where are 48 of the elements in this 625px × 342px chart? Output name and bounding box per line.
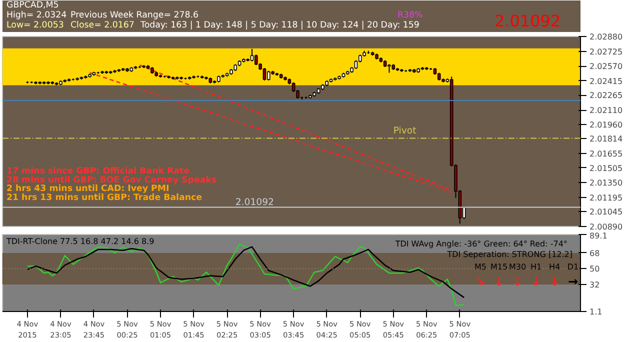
y-tick-label: 2.02415 bbox=[590, 76, 623, 86]
text: 2.01092 bbox=[494, 12, 561, 30]
y-tick-label: 2.02725 bbox=[590, 47, 623, 56]
y-tick-label: 2.01505 bbox=[590, 164, 623, 173]
annotation: TDI Seperation: STRONG [12.2] bbox=[446, 250, 573, 260]
annotation: 17 mins since GBP: Official Bank Rate bbox=[6, 166, 190, 177]
annotation: → bbox=[568, 274, 578, 288]
annotation: H1 bbox=[530, 262, 542, 272]
y-tick-label: 2.01814 bbox=[590, 134, 623, 144]
chart-title: TDI-RT-Clone 77.5 16.8 47.2 14.6 8.9 bbox=[6, 236, 154, 246]
y-tick-label: 2.01350 bbox=[590, 178, 623, 188]
y-tick-label: 2.00890 bbox=[590, 222, 623, 232]
annotation: ↓ bbox=[512, 274, 523, 288]
annotation: M15 bbox=[490, 262, 508, 272]
annotation: 28 mins until GBP: BOE Gov Carney Speaks bbox=[6, 175, 217, 186]
y-tick-label: 50 bbox=[590, 264, 600, 274]
y-tick-label: 32 bbox=[590, 280, 600, 290]
y-tick-label: 2.02265 bbox=[590, 91, 623, 100]
y-tick-label: 1.1 bbox=[590, 308, 602, 316]
annotation: 2 hrs 43 mins until CAD: Ivey PMI bbox=[6, 184, 170, 194]
ref-line-label: Pivot bbox=[393, 125, 417, 136]
y-tick-label: 2.01195 bbox=[590, 193, 623, 202]
text: Close= 2.0167 bbox=[70, 20, 134, 30]
y-tick-label: 2.02110 bbox=[590, 106, 623, 116]
ref-line-label: 2.01092 bbox=[235, 197, 274, 208]
annotation: ↘ bbox=[475, 274, 486, 288]
annotation: H4 bbox=[548, 262, 560, 272]
annotation: 21 hrs 13 mins until GBP: Trade Balance bbox=[6, 192, 202, 203]
text: R38% bbox=[398, 10, 423, 20]
text: Previous Week Range= 278.6 bbox=[70, 10, 199, 20]
y-tick-label: 2.02880 bbox=[590, 32, 623, 42]
y-tick-label: 2.02570 bbox=[590, 62, 623, 72]
annotation: ↓ bbox=[549, 274, 560, 288]
annotation: ↓ bbox=[530, 274, 542, 288]
text: Low= 2.0053 bbox=[6, 20, 64, 30]
y-tick-label: 2.01655 bbox=[590, 149, 623, 158]
annotation: TDI WAvg Angle: -36° Green: 64° Red: -74° bbox=[394, 239, 568, 248]
y-tick-label: 68 bbox=[590, 248, 600, 258]
y-tick-label: 2.01045 bbox=[590, 208, 623, 217]
y-tick-label: 2.01960 bbox=[590, 120, 623, 130]
annotation: ↓ bbox=[494, 274, 504, 288]
y-tick-label: 89.1 bbox=[590, 232, 608, 240]
annotation: D1 bbox=[567, 262, 579, 272]
annotation: M30 bbox=[508, 262, 526, 272]
annotation: M5 bbox=[474, 262, 487, 272]
text: High= 2.0324 bbox=[6, 10, 68, 20]
text: Today: 163 | 1 Day: 148 | 5 Day: 118 | 10 Day: 124 | 20 Day: 159 bbox=[140, 20, 420, 30]
chart-title: GBPCAD,M5 bbox=[6, 0, 59, 10]
